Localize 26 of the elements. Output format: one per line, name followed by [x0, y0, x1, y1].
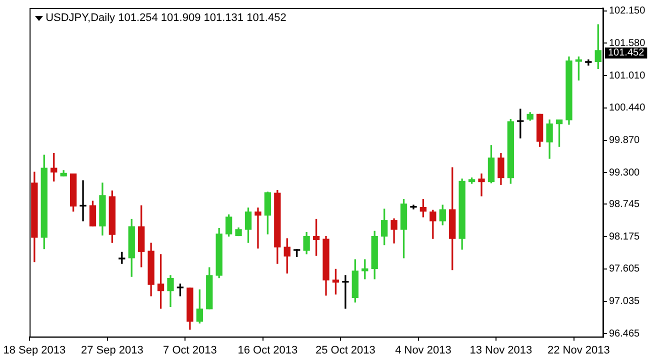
candlestick: [80, 180, 86, 222]
y-tick-label: 98.175: [609, 231, 640, 242]
y-tick-label: 99.300: [609, 167, 640, 178]
y-tick-label: 101.010: [609, 70, 646, 82]
text: 101.452: [608, 48, 645, 59]
candlestick: [254, 208, 262, 249]
y-tick-label: 97.035: [609, 296, 640, 308]
candlestick: [342, 275, 349, 309]
y-tick-label: 98.745: [609, 198, 640, 210]
x-tick-label: 27 Sep 2013: [80, 344, 144, 356]
y-tick-label: 96.465: [609, 328, 640, 340]
chart-title: USDJPY,Daily 101.254 101.909 101.131 101.452: [46, 12, 286, 24]
x-tick-label: 18 Sep 2013: [3, 344, 66, 356]
candlestick: [478, 173, 485, 196]
x-tick-label: 4 Nov 2013: [395, 344, 452, 356]
y-tick-label: 101.580: [609, 38, 646, 49]
x-tick-label: 25 Oct 2013: [315, 344, 376, 356]
candlestick: [410, 204, 417, 210]
y-tick-label: 102.150: [609, 6, 646, 17]
y-tick-label: 100.440: [609, 102, 646, 114]
x-tick-label: 7 Oct 2013: [163, 344, 217, 356]
x-tick-label: 13 Nov 2013: [470, 344, 532, 356]
y-tick-label: 97.605: [609, 264, 640, 275]
x-tick-label: 22 Nov 2013: [548, 344, 610, 356]
y-tick-label: 99.870: [609, 135, 640, 146]
x-tick-label: 16 Oct 2013: [238, 344, 298, 356]
